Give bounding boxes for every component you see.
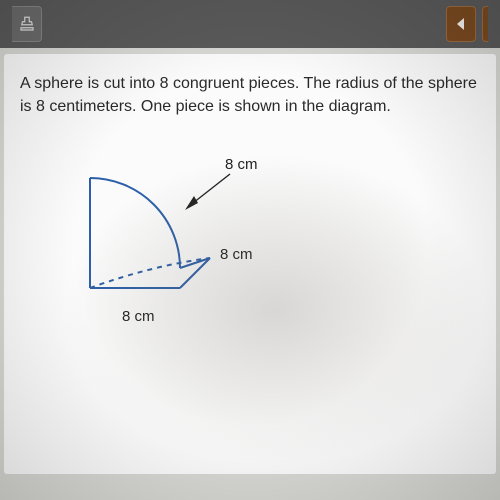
label-right: 8 cm [220,246,253,263]
diagram-svg [50,148,310,348]
arrow-line [193,174,230,203]
stamp-tool-button[interactable] [12,6,42,42]
problem-card: A sphere is cut into 8 congruent pieces.… [4,54,496,474]
label-bottom: 8 cm [122,308,155,325]
arrow-head [185,196,198,210]
stamp-icon [18,15,36,33]
sphere-piece-diagram: 8 cm 8 cm 8 cm [50,148,310,348]
top-toolbar [0,0,500,48]
nav-prev-button[interactable] [446,6,476,42]
toolbar-right-group [446,6,488,42]
nav-next-button-partial[interactable] [482,6,488,42]
problem-text: A sphere is cut into 8 congruent pieces.… [20,72,480,118]
triangle-left-icon [455,17,467,31]
label-top: 8 cm [225,156,258,173]
toolbar-left-group [12,6,42,42]
